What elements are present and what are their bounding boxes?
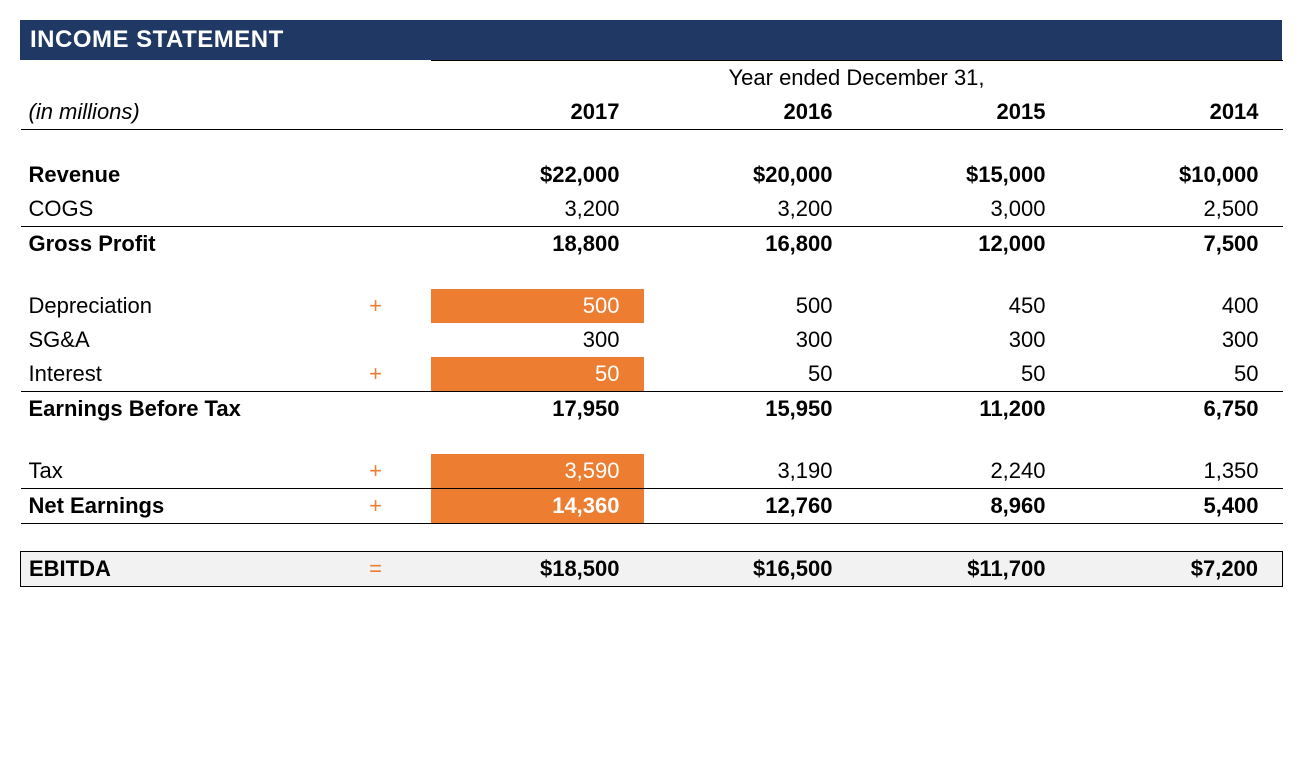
cell: $22,000 (431, 158, 644, 192)
cell: 50 (1070, 357, 1283, 392)
cell: 300 (857, 323, 1070, 357)
cell: 2,240 (857, 454, 1070, 489)
cell: 400 (1070, 289, 1283, 323)
row-sign (321, 226, 431, 261)
cell-highlight: 14,360 (431, 488, 644, 523)
row-ebt: Earnings Before Tax 17,950 15,950 11,200… (21, 391, 1283, 426)
equals-icon: = (321, 551, 431, 586)
row-interest: Interest + 50 50 50 50 (21, 357, 1283, 392)
cell: 5,400 (1070, 488, 1283, 523)
row-label: Net Earnings (21, 488, 321, 523)
spacer (21, 261, 1283, 289)
row-label: Depreciation (21, 289, 321, 323)
row-label: Revenue (21, 158, 321, 192)
cell: 18,800 (431, 226, 644, 261)
income-table: Year ended December 31, (in millions) 20… (20, 60, 1283, 587)
cell: 17,950 (431, 391, 644, 426)
period-label: Year ended December 31, (431, 61, 1283, 96)
row-sign (321, 192, 431, 227)
period-header-row: Year ended December 31, (21, 61, 1283, 96)
row-sign (321, 391, 431, 426)
income-statement: INCOME STATEMENT Year ended December 31,… (20, 20, 1282, 587)
cell: 50 (857, 357, 1070, 392)
cell: 6,750 (1070, 391, 1283, 426)
row-label: EBITDA (21, 551, 321, 586)
spacer (21, 130, 1283, 158)
row-revenue: Revenue $22,000 $20,000 $15,000 $10,000 (21, 158, 1283, 192)
cell-highlight: 500 (431, 289, 644, 323)
units-label: (in millions) (21, 95, 321, 130)
row-tax: Tax + 3,590 3,190 2,240 1,350 (21, 454, 1283, 489)
cell: $15,000 (857, 158, 1070, 192)
plus-icon: + (321, 289, 431, 323)
cell-highlight: 50 (431, 357, 644, 392)
year-col-2: 2015 (857, 95, 1070, 130)
cell: 300 (1070, 323, 1283, 357)
cell: 300 (644, 323, 857, 357)
row-ebitda: EBITDA = $18,500 $16,500 $11,700 $7,200 (21, 551, 1283, 586)
row-depreciation: Depreciation + 500 500 450 400 (21, 289, 1283, 323)
cell: 12,760 (644, 488, 857, 523)
row-label: Earnings Before Tax (21, 391, 321, 426)
row-sign (321, 323, 431, 357)
cell: 12,000 (857, 226, 1070, 261)
cell: 450 (857, 289, 1070, 323)
plus-icon: + (321, 357, 431, 392)
row-label: Tax (21, 454, 321, 489)
cell: 1,350 (1070, 454, 1283, 489)
cell: 3,200 (644, 192, 857, 227)
title-bar: INCOME STATEMENT (20, 20, 1282, 60)
row-gross-profit: Gross Profit 18,800 16,800 12,000 7,500 (21, 226, 1283, 261)
row-label: Gross Profit (21, 226, 321, 261)
year-col-0: 2017 (431, 95, 644, 130)
year-col-3: 2014 (1070, 95, 1283, 130)
spacer (21, 523, 1283, 551)
row-label: COGS (21, 192, 321, 227)
cell: 2,500 (1070, 192, 1283, 227)
cell: $7,200 (1070, 551, 1283, 586)
plus-icon: + (321, 454, 431, 489)
row-label: Interest (21, 357, 321, 392)
cell: 3,190 (644, 454, 857, 489)
cell: 300 (431, 323, 644, 357)
years-row: (in millions) 2017 2016 2015 2014 (21, 95, 1283, 130)
cell: 15,950 (644, 391, 857, 426)
title-text: INCOME STATEMENT (30, 26, 284, 53)
cell: $16,500 (644, 551, 857, 586)
cell: $10,000 (1070, 158, 1283, 192)
spacer (21, 426, 1283, 454)
cell: 3,000 (857, 192, 1070, 227)
cell: $11,700 (857, 551, 1070, 586)
cell: 3,200 (431, 192, 644, 227)
row-sign (321, 158, 431, 192)
cell: 500 (644, 289, 857, 323)
row-cogs: COGS 3,200 3,200 3,000 2,500 (21, 192, 1283, 227)
row-net-earnings: Net Earnings + 14,360 12,760 8,960 5,400 (21, 488, 1283, 523)
cell: $18,500 (431, 551, 644, 586)
row-label: SG&A (21, 323, 321, 357)
year-col-1: 2016 (644, 95, 857, 130)
cell: 11,200 (857, 391, 1070, 426)
plus-icon: + (321, 488, 431, 523)
cell: 50 (644, 357, 857, 392)
cell-highlight: 3,590 (431, 454, 644, 489)
row-sga: SG&A 300 300 300 300 (21, 323, 1283, 357)
cell: $20,000 (644, 158, 857, 192)
cell: 16,800 (644, 226, 857, 261)
cell: 7,500 (1070, 226, 1283, 261)
cell: 8,960 (857, 488, 1070, 523)
